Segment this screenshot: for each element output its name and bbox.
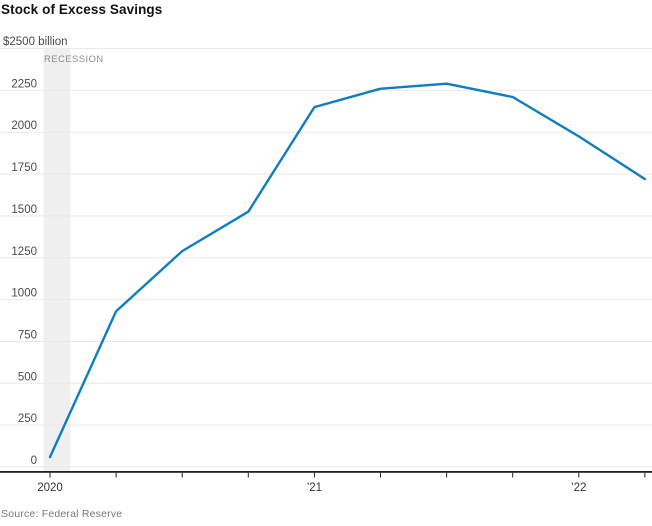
x-axis-label-22: ’22 [571, 482, 586, 494]
x-axis-label-21: ’21 [307, 482, 322, 494]
y-axis-label-1750: 1750 [11, 162, 37, 174]
y-axis-label-2250: 2250 [11, 78, 37, 90]
recession-band [43, 49, 71, 471]
savings-line [48, 82, 647, 459]
recession-label: RECESSION [44, 54, 104, 65]
y-axis-label-2000: 2000 [11, 120, 37, 132]
y-axis-label-0: 0 [31, 455, 37, 467]
source-label: Source: Federal Reserve [1, 508, 123, 520]
chart-title: Stock of Excess Savings [1, 2, 163, 17]
x-axis-label-2020: 2020 [37, 482, 63, 494]
y-axis-label-1000: 1000 [11, 288, 37, 300]
y-axis-unit-label: $2500 billion [3, 36, 68, 48]
y-axis-label-750: 750 [18, 329, 37, 341]
y-axis-label-1250: 1250 [11, 246, 37, 258]
x-axis-line [0, 471, 652, 473]
y-axis-label-250: 250 [18, 413, 37, 425]
y-axis-label-500: 500 [18, 371, 37, 383]
y-axis-label-1500: 1500 [11, 204, 37, 216]
